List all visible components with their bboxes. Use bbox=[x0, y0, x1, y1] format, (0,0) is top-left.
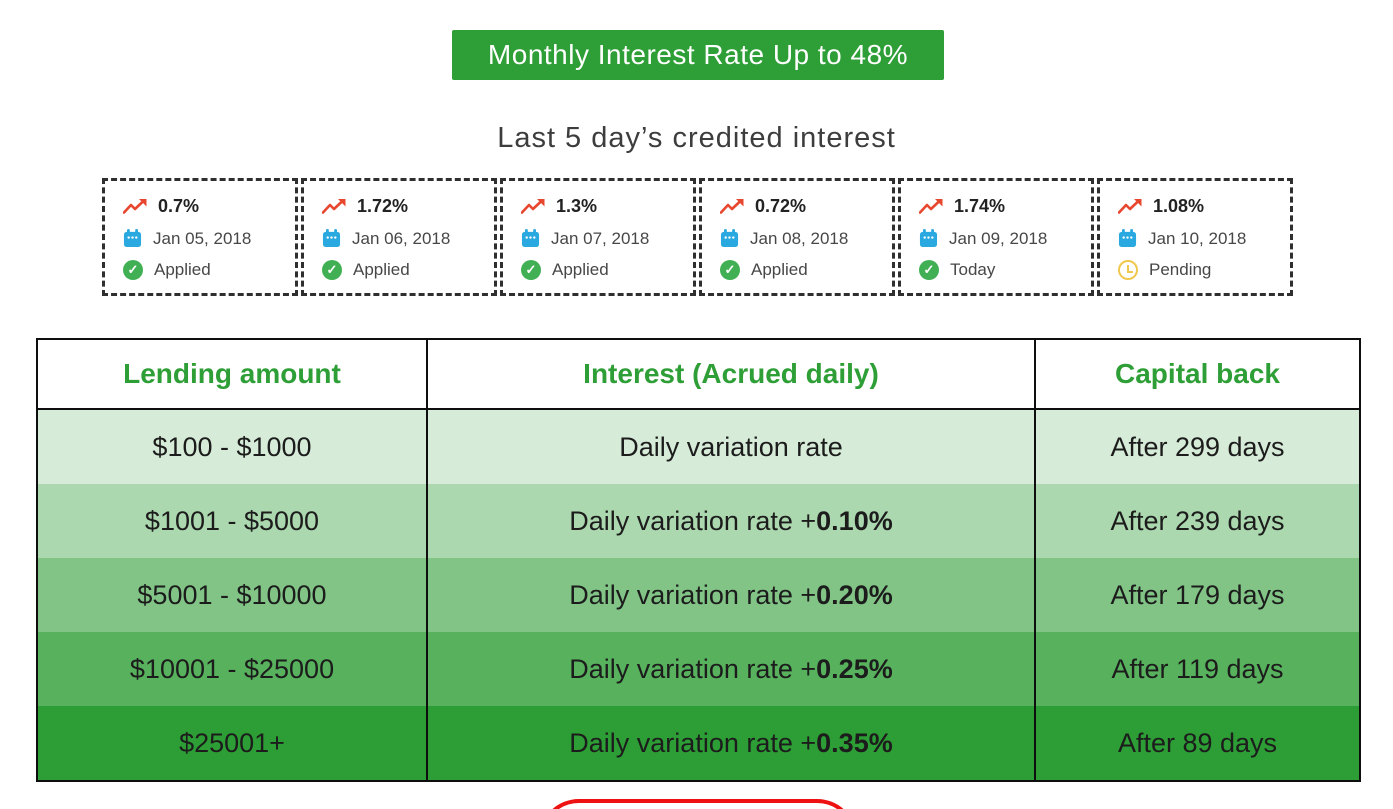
lending-amount-cell: $1001 - $5000 bbox=[38, 484, 428, 558]
interest-card-1: 0.7% Jan 05, 2018 Applied bbox=[102, 178, 298, 296]
status-label: Applied bbox=[353, 260, 410, 279]
interest-text: Daily variation rate + bbox=[569, 579, 817, 610]
lending-rates-table: Lending amount Interest (Acrued daily) C… bbox=[36, 338, 1361, 782]
col-header-interest: Interest (Acrued daily) bbox=[428, 340, 1036, 410]
interest-cell: Daily variation rate bbox=[428, 410, 1036, 484]
rate-value: 0.72% bbox=[755, 196, 807, 216]
interest-text: Daily variation rate bbox=[619, 431, 843, 462]
capital-back-cell: After 179 days bbox=[1036, 558, 1359, 632]
lending-amount-cell: $100 - $1000 bbox=[38, 410, 428, 484]
rate-value: 1.3% bbox=[556, 196, 598, 216]
calendar-icon bbox=[919, 229, 938, 248]
trend-up-icon bbox=[919, 199, 943, 214]
cta-button[interactable] bbox=[539, 799, 857, 809]
rate-row: 0.72% bbox=[720, 196, 874, 217]
monthly-rate-banner: Monthly Interest Rate Up to 48% bbox=[452, 30, 944, 80]
status-label: Today bbox=[950, 260, 996, 279]
date-value: Jan 08, 2018 bbox=[750, 228, 849, 248]
interest-cell: Daily variation rate + 0.10% bbox=[428, 484, 1036, 558]
interest-text: Daily variation rate + bbox=[569, 653, 817, 684]
trend-up-icon bbox=[322, 199, 346, 214]
capital-back-cell: After 89 days bbox=[1036, 706, 1359, 780]
rate-row: 1.08% bbox=[1118, 196, 1272, 217]
trend-up-icon bbox=[1118, 199, 1142, 214]
date-row: Jan 05, 2018 bbox=[123, 229, 277, 249]
col-header-lending-amount: Lending amount bbox=[38, 340, 428, 410]
date-row: Jan 10, 2018 bbox=[1118, 229, 1272, 249]
col-header-capital-back: Capital back bbox=[1036, 340, 1359, 410]
calendar-icon bbox=[123, 229, 142, 248]
rate-value: 1.74% bbox=[954, 196, 1006, 216]
status-label: Pending bbox=[1149, 260, 1212, 279]
status-check-icon bbox=[322, 260, 342, 280]
interest-card-5: 1.74% Jan 09, 2018 Today bbox=[898, 178, 1094, 296]
status-label: Applied bbox=[154, 260, 211, 279]
status-check-icon bbox=[919, 260, 939, 280]
calendar-icon bbox=[521, 229, 540, 248]
status-label: Applied bbox=[751, 260, 808, 279]
lending-amount-cell: $10001 - $25000 bbox=[38, 632, 428, 706]
status-row: Applied bbox=[521, 260, 675, 280]
interest-cell: Daily variation rate + 0.25% bbox=[428, 632, 1036, 706]
trend-up-icon bbox=[521, 199, 545, 214]
credited-interest-cards: 0.7% Jan 05, 2018 Applied 1.72% Jan 06, … bbox=[102, 178, 1293, 296]
date-value: Jan 09, 2018 bbox=[949, 228, 1048, 248]
status-check-icon bbox=[123, 260, 143, 280]
capital-back-cell: After 239 days bbox=[1036, 484, 1359, 558]
calendar-icon bbox=[1118, 229, 1137, 248]
date-row: Jan 09, 2018 bbox=[919, 229, 1073, 249]
interest-card-6: 1.08% Jan 10, 2018 Pending bbox=[1097, 178, 1293, 296]
interest-cell: Daily variation rate + 0.20% bbox=[428, 558, 1036, 632]
calendar-icon bbox=[720, 229, 739, 248]
interest-card-2: 1.72% Jan 06, 2018 Applied bbox=[301, 178, 497, 296]
section-title: Last 5 day’s credited interest bbox=[497, 122, 896, 154]
lending-amount-cell: $5001 - $10000 bbox=[38, 558, 428, 632]
rate-row: 1.72% bbox=[322, 196, 476, 217]
trend-up-icon bbox=[123, 199, 147, 214]
status-row: Applied bbox=[322, 260, 476, 280]
status-row: Pending bbox=[1118, 260, 1272, 280]
status-row: Applied bbox=[720, 260, 874, 280]
lending-amount-cell: $25001+ bbox=[38, 706, 428, 780]
interest-bonus: 0.35% bbox=[816, 727, 893, 758]
calendar-icon bbox=[322, 229, 341, 248]
interest-bonus: 0.20% bbox=[816, 579, 893, 610]
date-row: Jan 08, 2018 bbox=[720, 229, 874, 249]
interest-bonus: 0.25% bbox=[816, 653, 893, 684]
rate-value: 0.7% bbox=[158, 196, 200, 216]
status-check-icon bbox=[720, 260, 740, 280]
date-row: Jan 07, 2018 bbox=[521, 229, 675, 249]
status-row: Applied bbox=[123, 260, 277, 280]
rate-row: 1.3% bbox=[521, 196, 675, 217]
interest-card-3: 1.3% Jan 07, 2018 Applied bbox=[500, 178, 696, 296]
date-row: Jan 06, 2018 bbox=[322, 229, 476, 249]
rate-row: 0.7% bbox=[123, 196, 277, 217]
capital-back-cell: After 299 days bbox=[1036, 410, 1359, 484]
status-clock-icon bbox=[1118, 260, 1138, 280]
rate-row: 1.74% bbox=[919, 196, 1073, 217]
interest-card-4: 0.72% Jan 08, 2018 Applied bbox=[699, 178, 895, 296]
capital-back-cell: After 119 days bbox=[1036, 632, 1359, 706]
status-row: Today bbox=[919, 260, 1073, 280]
interest-bonus: 0.10% bbox=[816, 505, 893, 536]
date-value: Jan 05, 2018 bbox=[153, 228, 252, 248]
interest-cell: Daily variation rate + 0.35% bbox=[428, 706, 1036, 780]
status-label: Applied bbox=[552, 260, 609, 279]
rate-value: 1.08% bbox=[1153, 196, 1205, 216]
status-check-icon bbox=[521, 260, 541, 280]
interest-text: Daily variation rate + bbox=[569, 505, 817, 536]
date-value: Jan 07, 2018 bbox=[551, 228, 650, 248]
date-value: Jan 06, 2018 bbox=[352, 228, 451, 248]
date-value: Jan 10, 2018 bbox=[1148, 228, 1247, 248]
rate-value: 1.72% bbox=[357, 196, 409, 216]
interest-text: Daily variation rate + bbox=[569, 727, 817, 758]
trend-up-icon bbox=[720, 199, 744, 214]
